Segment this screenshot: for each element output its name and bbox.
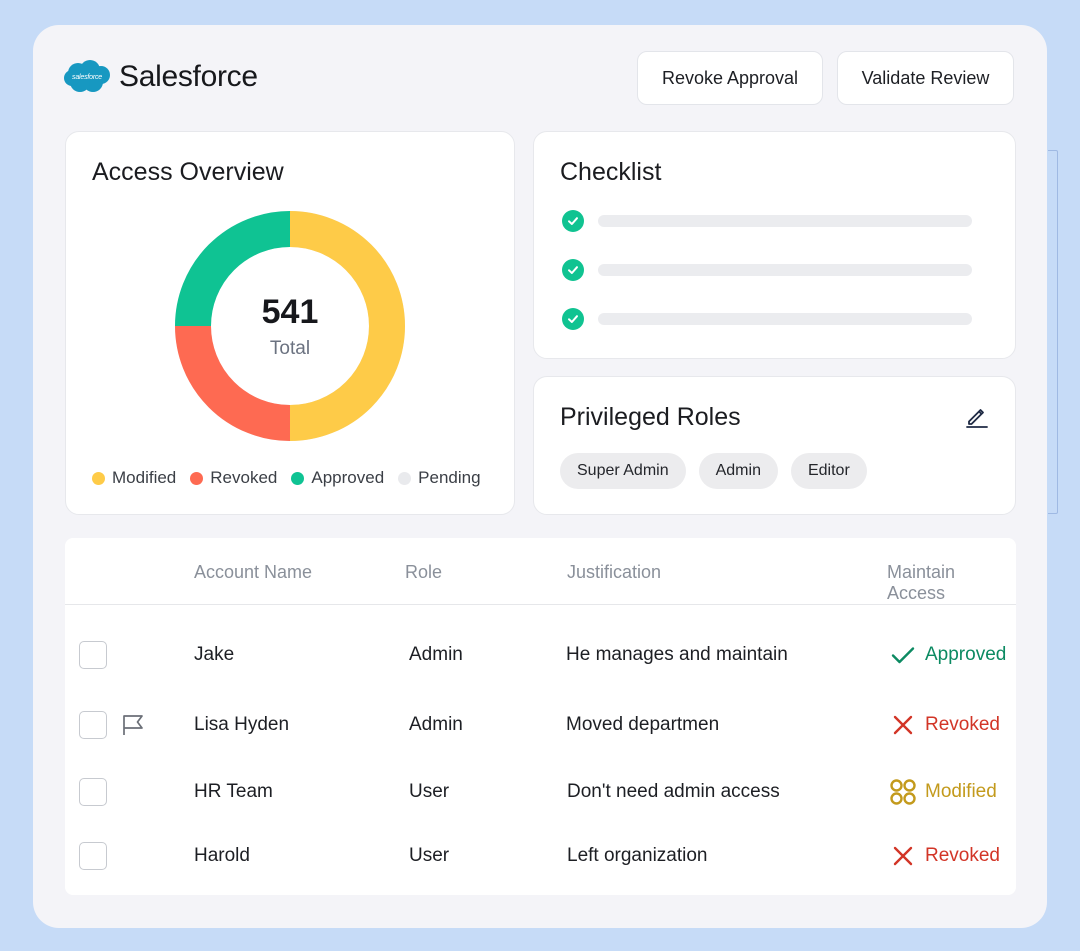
- row-checkbox[interactable]: [79, 641, 107, 669]
- row-checkbox[interactable]: [79, 842, 107, 870]
- check-circle-icon: [562, 210, 584, 232]
- role-cell: Admin: [409, 714, 463, 735]
- brand: salesforce Salesforce: [63, 59, 258, 95]
- legend-item-modified: Modified: [92, 468, 176, 488]
- checklist-placeholder-bar: [598, 215, 972, 227]
- checklist-placeholder-bar: [598, 313, 972, 325]
- role-chips: Super Admin Admin Editor: [560, 453, 880, 489]
- status-label: Approved: [925, 644, 1007, 665]
- background-accent-line: [1048, 150, 1058, 514]
- modified-grid-icon: [889, 778, 917, 806]
- legend-label-approved: Approved: [311, 468, 385, 487]
- donut-legend: Modified Revoked Approved Pending: [92, 468, 495, 488]
- checkmark-icon: [889, 641, 917, 669]
- total-value: 541: [261, 292, 319, 331]
- legend-dot-approved: [291, 471, 305, 485]
- privileged-roles-title: Privileged Roles: [560, 403, 741, 431]
- role-cell: User: [409, 781, 450, 802]
- checklist-card: Checklist: [533, 131, 1016, 359]
- role-chip-admin[interactable]: Admin: [698, 453, 778, 489]
- donut-segment-revoked[interactable]: [175, 325, 291, 441]
- column-header-justification[interactable]: Justification: [567, 562, 662, 582]
- table-row[interactable]: HR Team User Don't need admin access Mod…: [65, 767, 1016, 817]
- checklist-item[interactable]: [562, 308, 972, 330]
- access-overview-card: Access Overview 541 Total Modified Revok…: [65, 131, 515, 515]
- table-row[interactable]: Harold User Left organization Revoked: [65, 831, 1016, 881]
- table-header: Account Name Role Justification Maintain…: [65, 538, 1016, 605]
- checklist-placeholder-bar: [598, 264, 972, 276]
- justification-cell: He manages and maintain: [566, 644, 788, 665]
- legend-label-modified: Modified: [112, 468, 177, 487]
- app-frame: salesforce Salesforce Revoke Approval Va…: [33, 25, 1047, 928]
- status-revoked[interactable]: Revoked: [889, 711, 1000, 739]
- donut-segment-modified[interactable]: [289, 211, 405, 441]
- close-x-icon: [889, 711, 917, 739]
- legend-item-pending: Pending: [398, 468, 481, 488]
- legend-item-approved: Approved: [291, 468, 384, 488]
- table-row[interactable]: Jake Admin He manages and maintain Appro…: [65, 630, 1016, 680]
- app-name: Salesforce: [119, 60, 258, 93]
- column-header-maintain-access[interactable]: Maintain Access: [887, 562, 956, 603]
- row-checkbox[interactable]: [79, 711, 107, 739]
- account-name-cell: HR Team: [194, 781, 273, 802]
- account-name-cell: Lisa Hyden: [194, 714, 290, 735]
- legend-dot-revoked: [190, 471, 204, 485]
- role-chip-super-admin[interactable]: Super Admin: [560, 453, 686, 489]
- status-label: Modified: [925, 781, 997, 802]
- legend-dot-pending: [398, 471, 412, 485]
- column-header-role[interactable]: Role: [405, 562, 443, 582]
- justification-cell: Moved departmen: [566, 714, 720, 735]
- checklist-title: Checklist: [560, 158, 662, 186]
- access-donut-chart: [175, 211, 405, 441]
- account-name-cell: Jake: [194, 644, 235, 665]
- role-cell: Admin: [409, 644, 463, 665]
- justification-cell: Don't need admin access: [567, 781, 780, 802]
- checklist-item[interactable]: [562, 259, 972, 281]
- role-chip-editor[interactable]: Editor: [790, 453, 867, 489]
- legend-label-pending: Pending: [418, 468, 481, 487]
- logo-text: salesforce: [72, 73, 102, 81]
- status-label: Revoked: [925, 714, 1000, 735]
- account-name-cell: Harold: [194, 845, 250, 866]
- justification-cell: Left organization: [567, 845, 708, 866]
- revoke-approval-button[interactable]: Revoke Approval: [637, 51, 823, 105]
- legend-item-revoked: Revoked: [190, 468, 277, 488]
- salesforce-logo-icon: salesforce: [63, 59, 111, 95]
- donut-segment-approved[interactable]: [175, 211, 291, 327]
- edit-pencil-icon[interactable]: [964, 403, 990, 429]
- donut-center: 541 Total: [173, 209, 407, 443]
- legend-label-revoked: Revoked: [210, 468, 278, 487]
- role-cell: User: [409, 845, 450, 866]
- table-row[interactable]: Lisa Hyden Admin Moved departmen Revoked: [65, 700, 1016, 750]
- privileged-roles-card: Privileged Roles Super Admin Admin Edito…: [533, 376, 1016, 515]
- close-x-icon: [889, 842, 917, 870]
- status-approved[interactable]: Approved: [889, 641, 1006, 669]
- status-modified[interactable]: Modified: [889, 778, 997, 806]
- checklist-item[interactable]: [562, 210, 972, 232]
- status-label: Revoked: [925, 845, 1000, 866]
- check-circle-icon: [562, 308, 584, 330]
- flag-icon[interactable]: [121, 713, 145, 737]
- row-checkbox[interactable]: [79, 778, 107, 806]
- access-overview-title: Access Overview: [92, 158, 284, 186]
- column-header-account-name[interactable]: Account Name: [194, 562, 313, 582]
- validate-review-button[interactable]: Validate Review: [837, 51, 1014, 105]
- legend-dot-modified: [92, 471, 105, 485]
- check-circle-icon: [562, 259, 584, 281]
- total-label: Total: [269, 337, 311, 359]
- status-revoked[interactable]: Revoked: [889, 842, 1000, 870]
- access-table: Account Name Role Justification Maintain…: [65, 538, 1016, 895]
